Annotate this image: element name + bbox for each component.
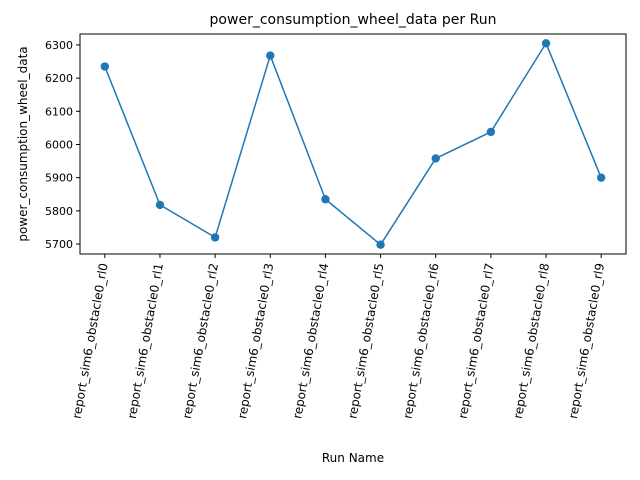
y-axis-label: power_consumption_wheel_data: [16, 46, 30, 241]
data-point: [266, 51, 275, 60]
y-tick-label: 6100: [45, 105, 73, 118]
data-point: [486, 127, 496, 137]
data-point: [321, 195, 330, 204]
data-point: [155, 200, 165, 210]
x-axis-label: Run Name: [322, 451, 384, 465]
data-point: [100, 62, 110, 71]
plot-layer: [100, 39, 606, 249]
data-point: [431, 154, 440, 163]
chart-title: power_consumption_wheel_data per Run: [210, 12, 497, 28]
y-tick-label: 6000: [45, 138, 73, 151]
data-point: [210, 233, 220, 242]
y-tick-label: 6300: [45, 39, 73, 52]
y-tick-label: 5700: [45, 238, 73, 251]
y-tick-label: 6200: [45, 72, 73, 85]
series-line: [104, 42, 602, 246]
y-tick-label: 5800: [45, 205, 73, 218]
data-point: [376, 240, 385, 249]
y-tick-label: 5900: [45, 172, 73, 185]
data-point: [541, 39, 551, 48]
data-point: [596, 173, 606, 182]
